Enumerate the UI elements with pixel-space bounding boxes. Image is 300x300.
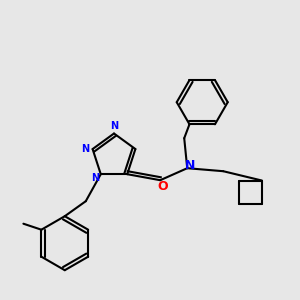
Text: N: N	[110, 121, 118, 131]
Text: N: N	[92, 173, 100, 183]
Text: N: N	[81, 144, 89, 154]
Text: O: O	[157, 180, 168, 193]
Text: N: N	[184, 159, 195, 172]
